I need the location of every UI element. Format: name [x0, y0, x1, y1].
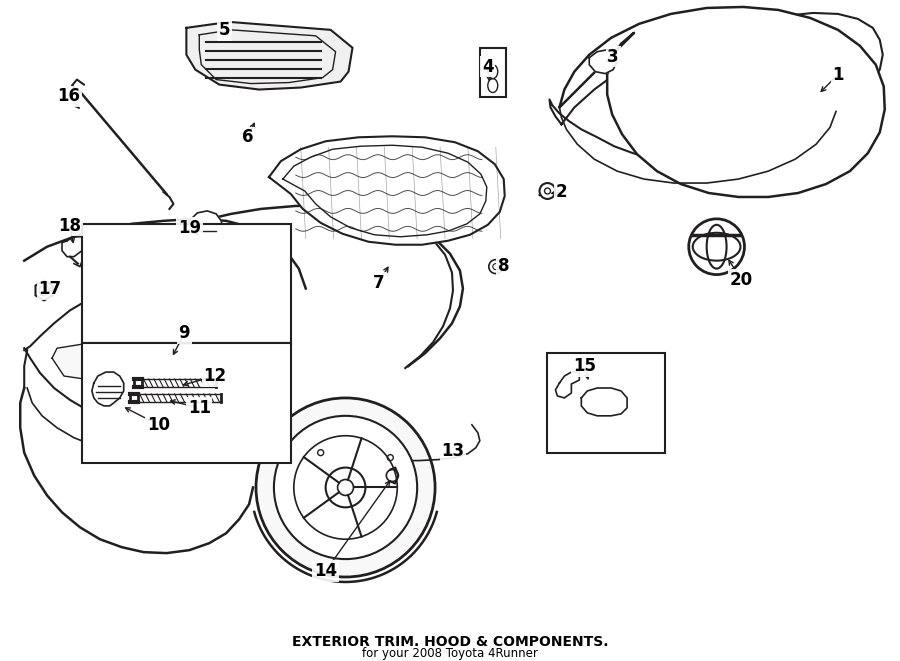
Polygon shape: [35, 280, 53, 301]
Circle shape: [234, 418, 242, 426]
Text: 4: 4: [482, 58, 493, 75]
Text: 8: 8: [498, 256, 509, 274]
Bar: [480, 48, 506, 97]
Text: 17: 17: [39, 280, 61, 299]
Bar: [82, 224, 291, 343]
Text: 2: 2: [555, 183, 567, 201]
Polygon shape: [52, 340, 189, 383]
Text: 9: 9: [178, 325, 190, 342]
Text: 19: 19: [178, 219, 201, 237]
Text: 18: 18: [58, 217, 82, 235]
Text: for your 2008 Toyota 4Runner: for your 2008 Toyota 4Runner: [362, 647, 538, 660]
Polygon shape: [550, 13, 883, 165]
Text: 11: 11: [188, 399, 211, 417]
Circle shape: [326, 467, 365, 508]
Text: 16: 16: [58, 87, 80, 106]
Bar: [547, 353, 665, 453]
Polygon shape: [186, 22, 353, 89]
Text: 6: 6: [242, 128, 254, 146]
Text: 10: 10: [147, 416, 170, 434]
Text: EXTERIOR TRIM. HOOD & COMPONENTS.: EXTERIOR TRIM. HOOD & COMPONENTS.: [292, 635, 608, 648]
Text: 14: 14: [314, 562, 338, 580]
Polygon shape: [590, 50, 617, 73]
Polygon shape: [269, 136, 505, 245]
Text: 13: 13: [441, 442, 464, 459]
Circle shape: [256, 398, 435, 577]
Text: 7: 7: [373, 274, 384, 292]
Circle shape: [489, 260, 503, 274]
Text: 12: 12: [203, 367, 227, 385]
Polygon shape: [186, 211, 223, 249]
Circle shape: [274, 416, 418, 559]
Text: 5: 5: [219, 21, 230, 39]
Text: 3: 3: [608, 48, 619, 65]
Text: 1: 1: [832, 65, 843, 83]
Circle shape: [338, 479, 354, 496]
Polygon shape: [560, 7, 885, 197]
Circle shape: [539, 183, 555, 199]
Text: 15: 15: [572, 357, 596, 375]
Bar: [82, 343, 291, 463]
Text: 20: 20: [730, 270, 753, 289]
